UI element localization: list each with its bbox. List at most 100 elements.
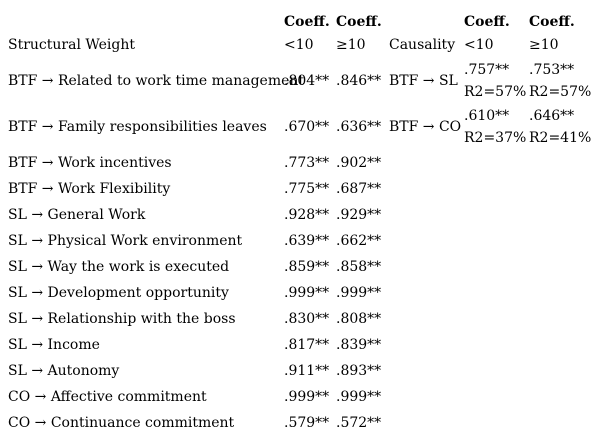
coeff-header-cause-gte10: Coeff. [529,14,575,30]
causality-lt10-cell [464,410,529,436]
coeff-lt10-value: .911** [284,363,330,379]
table-row: SL → Autonomy .911** .893** [0,358,603,384]
causality-gte10-cell [529,332,603,358]
causality-r2-value: R2=57% [464,84,527,100]
table-row: SL → Income .817** .839** [0,332,603,358]
causality-r2-value: R2=41% [529,130,592,146]
causality-path: BTF → SL [389,73,458,89]
causality-lt10-cell [464,332,529,358]
table-row: SL → Development opportunity .999** .999… [0,280,603,306]
empty-header-cell [389,0,464,32]
row-label: BTF → Family responsibilities leaves [8,119,267,135]
coeff-gte10-value: .929** [336,207,382,223]
causality-path [389,384,464,410]
coeff-header-row: Coeff. Coeff. Coeff. Coeff. [0,0,603,32]
coeff-gte10-value: .636** [336,119,382,135]
gte10-header: ≥10 [336,37,366,53]
coeff-lt10-value: .579** [284,415,330,431]
coeff-lt10-value: .859** [284,259,330,275]
causality-lt10-cell [464,254,529,280]
causality-lt10-cell [464,280,529,306]
table-row: SL → Way the work is executed .859** .85… [0,254,603,280]
causality-r2-value: R2=57% [529,84,592,100]
table-row: SL → Physical Work environment .639** .6… [0,228,603,254]
table-row: BTF → Related to work time management .8… [0,58,603,104]
causality-gte10-cell [529,384,603,410]
causality-lt10-cell [464,358,529,384]
coeff-lt10-value: .773** [284,155,330,171]
causality-path [389,228,464,254]
causality-lt10-cell [464,176,529,202]
empty-header-cell [0,0,284,32]
causality-header: Causality [389,37,456,53]
causality-path [389,332,464,358]
row-label: CO → Continuance commitment [8,415,235,431]
column-header-row: Structural Weight <10 ≥10 Causality <10 … [0,32,603,58]
coeff-gte10-value: .893** [336,363,382,379]
lt10-header: <10 [284,37,314,53]
table-row: CO → Affective commitment .999** .999** [0,384,603,410]
causality-coeff-value: .610** [464,108,510,124]
coeff-lt10-value: .804** [284,73,330,89]
table-row: BTF → Work incentives .773** .902** [0,150,603,176]
coeff-gte10-value: .687** [336,181,382,197]
row-label: SL → Relationship with the boss [8,311,236,327]
coeff-header-lt10: Coeff. [284,14,330,30]
table-row: CO → Continuance commitment .579** .572*… [0,410,603,436]
causality-path [389,150,464,176]
coeff-lt10-value: .830** [284,311,330,327]
row-label: SL → General Work [8,207,146,223]
causality-gte10-cell: .753** R2=57% [529,58,603,104]
structural-weight-header: Structural Weight [8,37,135,53]
row-label: SL → Autonomy [8,363,120,379]
row-label: SL → Development opportunity [8,285,229,301]
cause-gte10-header: ≥10 [529,37,559,53]
causality-gte10-cell: .646** R2=41% [529,104,603,150]
causality-path [389,176,464,202]
causality-gte10-cell [529,254,603,280]
causality-path [389,358,464,384]
causality-lt10-cell [464,202,529,228]
causality-gte10-cell [529,280,603,306]
causality-gte10-cell [529,202,603,228]
table-row: BTF → Work Flexibility .775** .687** [0,176,603,202]
row-label: CO → Affective commitment [8,389,207,405]
coeff-lt10-value: .928** [284,207,330,223]
coeff-lt10-value: .817** [284,337,330,353]
coeff-lt10-value: .999** [284,389,330,405]
table-row: SL → Relationship with the boss .830** .… [0,306,603,332]
coeff-gte10-value: .858** [336,259,382,275]
row-label: SL → Physical Work environment [8,233,243,249]
coeff-header-gte10: Coeff. [336,14,382,30]
causality-path [389,280,464,306]
causality-coeff-value: .753** [529,62,575,78]
causality-path [389,410,464,436]
coeff-gte10-value: .902** [336,155,382,171]
causality-lt10-cell [464,384,529,410]
causality-path [389,254,464,280]
coeff-gte10-value: .808** [336,311,382,327]
causality-gte10-cell [529,410,603,436]
coeff-gte10-value: .846** [336,73,382,89]
causality-lt10-cell [464,306,529,332]
causality-path [389,306,464,332]
coeff-lt10-value: .639** [284,233,330,249]
causality-coeff-value: .646** [529,108,575,124]
coeff-gte10-value: .662** [336,233,382,249]
causality-gte10-cell [529,228,603,254]
causality-lt10-cell [464,228,529,254]
causality-lt10-cell [464,150,529,176]
coeff-lt10-value: .775** [284,181,330,197]
coeff-gte10-value: .572** [336,415,382,431]
row-label: SL → Income [8,337,100,353]
causality-path [389,202,464,228]
row-label: SL → Way the work is executed [8,259,230,275]
causality-gte10-cell [529,306,603,332]
cause-lt10-header: <10 [464,37,494,53]
coeff-lt10-value: .670** [284,119,330,135]
row-label: BTF → Related to work time management [8,73,305,89]
causality-gte10-cell [529,150,603,176]
causality-r2-value: R2=37% [464,130,527,146]
table-row: SL → General Work .928** .929** [0,202,603,228]
